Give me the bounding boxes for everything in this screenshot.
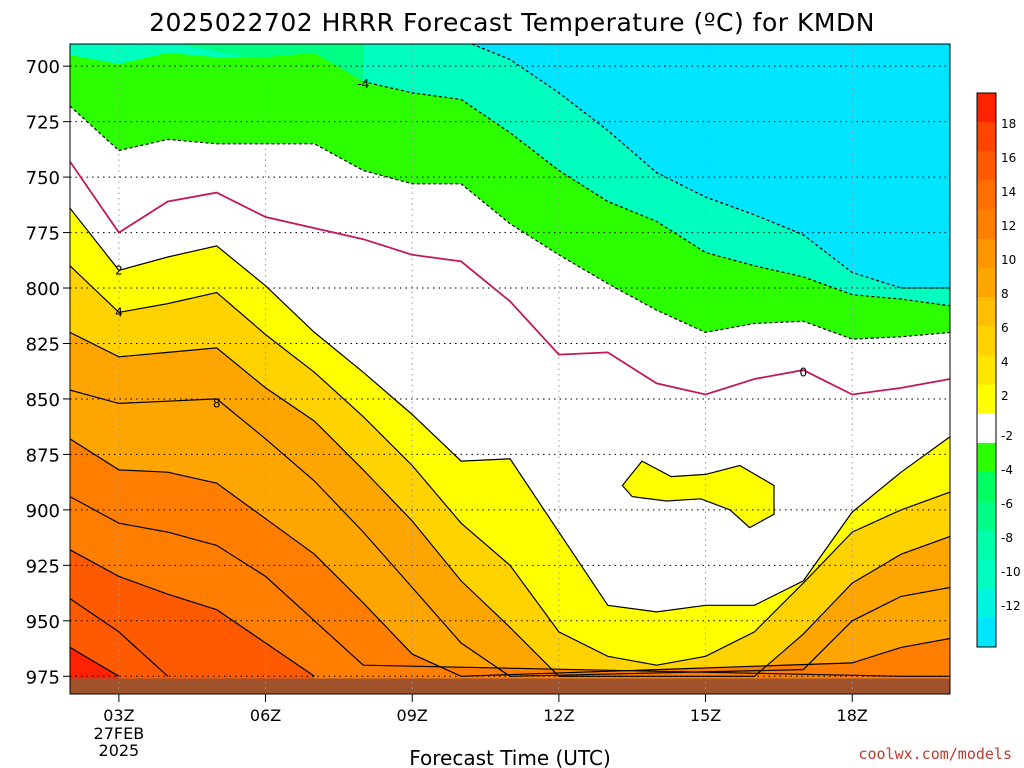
colorbar-tick-label: 16 xyxy=(1001,151,1016,165)
isotherm-minus6 xyxy=(407,44,950,289)
colorbar-tick-label: 8 xyxy=(1001,287,1009,301)
colorbar-frame xyxy=(976,92,997,648)
colorbar-swatch xyxy=(977,122,996,152)
colorbar-swatch xyxy=(977,588,996,619)
plot-border xyxy=(69,43,951,695)
colorbar-tick-label: 18 xyxy=(1001,117,1016,131)
contour-label: 4 xyxy=(115,305,123,319)
x-tick-label: 03Z xyxy=(103,706,134,725)
x-tick-label: 18Z xyxy=(837,706,868,725)
colorbar-swatch xyxy=(977,384,996,415)
y-tick-label: 850 xyxy=(26,390,60,411)
x-tick-label: 09Z xyxy=(397,706,428,725)
colorbar-tick-label: -2 xyxy=(1001,429,1013,443)
y-tick-label: 900 xyxy=(26,501,60,522)
colorbar-tick-label: -4 xyxy=(1001,463,1013,477)
colorbar-swatch xyxy=(977,355,996,386)
colorbar-swatch xyxy=(977,472,996,502)
y-tick-label: 775 xyxy=(26,224,60,245)
y-tick-label: 725 xyxy=(26,113,60,134)
colorbar-swatch xyxy=(977,326,996,356)
ground-strip xyxy=(70,678,950,694)
x-date-label: 27FEB xyxy=(94,724,145,743)
colorbar-swatch xyxy=(977,617,996,648)
plot-frame xyxy=(69,43,951,695)
colorbar-tick-label: -12 xyxy=(1001,599,1021,613)
colorbar-swatch xyxy=(977,93,996,123)
isotherm-8 xyxy=(70,389,950,677)
colorbar-tick-label: 10 xyxy=(1001,253,1016,267)
isotherm-2-pocket xyxy=(621,460,775,529)
isotherm-4 xyxy=(70,265,950,666)
contour-label: -6 xyxy=(357,33,369,47)
colorbar-tick-label: 2 xyxy=(1001,389,1009,403)
colorbar-swatch xyxy=(977,238,996,269)
y-tick-label: 800 xyxy=(26,279,60,300)
isotherm-10 xyxy=(70,438,950,677)
band-minus4-left xyxy=(70,44,364,82)
y-tick-label: 875 xyxy=(26,445,60,466)
colorbar-swatch xyxy=(977,209,996,240)
colorbar-tick-label: 6 xyxy=(1001,321,1009,335)
y-tick-label: 825 xyxy=(26,334,60,355)
band-12 xyxy=(70,496,950,694)
colorbar-tick-label: 12 xyxy=(1001,219,1016,233)
colorbar-swatch xyxy=(977,442,996,473)
isotherm-minus4 xyxy=(363,81,950,307)
contour-label: -4 xyxy=(357,77,369,91)
chart-title: 2025022702 HRRR Forecast Temperature (ºC… xyxy=(149,8,875,37)
contour-label: 2 xyxy=(115,263,123,277)
isotherm-0 xyxy=(70,161,950,396)
band-2-pocket xyxy=(622,461,774,528)
isotherm-16 xyxy=(70,598,169,677)
isotherm-12 xyxy=(70,496,950,677)
colorbar-legend: 18 16 14 12 10 8 6 4 2 -2 -4 -6 -8 -10 -12 xyxy=(976,92,1021,648)
y-tick-label: 925 xyxy=(26,556,60,577)
colorbar-swatch xyxy=(977,151,996,181)
colorbar-tick-label: -8 xyxy=(1001,531,1013,545)
temperature-bands xyxy=(70,44,950,694)
contour-label: 8 xyxy=(213,396,221,410)
colorbar-swatch xyxy=(977,559,996,590)
y-tick-label: 700 xyxy=(26,57,60,78)
y-tick-label: 750 xyxy=(26,168,60,189)
colorbar-swatch xyxy=(977,297,996,327)
colorbar-swatch xyxy=(977,267,996,298)
colorbar-tick-label: 4 xyxy=(1001,355,1009,369)
colorbar-tick-label: -10 xyxy=(1001,565,1021,579)
isotherm-2 xyxy=(70,207,950,613)
x-tick-label: 12Z xyxy=(543,706,574,725)
isotherm-18 xyxy=(70,646,120,677)
colorbar-tick-label: 14 xyxy=(1001,185,1016,199)
colorbar-swatch xyxy=(977,501,996,531)
y-tick-label: 950 xyxy=(26,612,60,633)
isotherm-lines: -6 -4 0 2 4 8 xyxy=(70,33,950,677)
x-date-label: 2025 xyxy=(99,741,140,760)
isotherm-6 xyxy=(70,331,950,677)
colorbar-swatch xyxy=(977,413,996,444)
isotherm-minus2 xyxy=(70,105,950,340)
contour-label: 0 xyxy=(800,365,808,379)
isotherm-14 xyxy=(70,549,315,677)
y-axis: 700 725 750 775 800 825 850 875 900 925 950 975 xyxy=(26,57,70,688)
y-tick-label: 975 xyxy=(26,667,60,688)
colorbar-tick-label: -6 xyxy=(1001,497,1013,511)
credit-text[interactable]: coolwx.com/models xyxy=(858,745,1012,763)
colorbar-swatch xyxy=(977,180,996,211)
colorbar-swatch xyxy=(977,530,996,561)
x-axis-label: Forecast Time (UTC) xyxy=(409,746,611,768)
x-tick-label: 15Z xyxy=(690,706,721,725)
x-tick-label: 06Z xyxy=(250,706,281,725)
